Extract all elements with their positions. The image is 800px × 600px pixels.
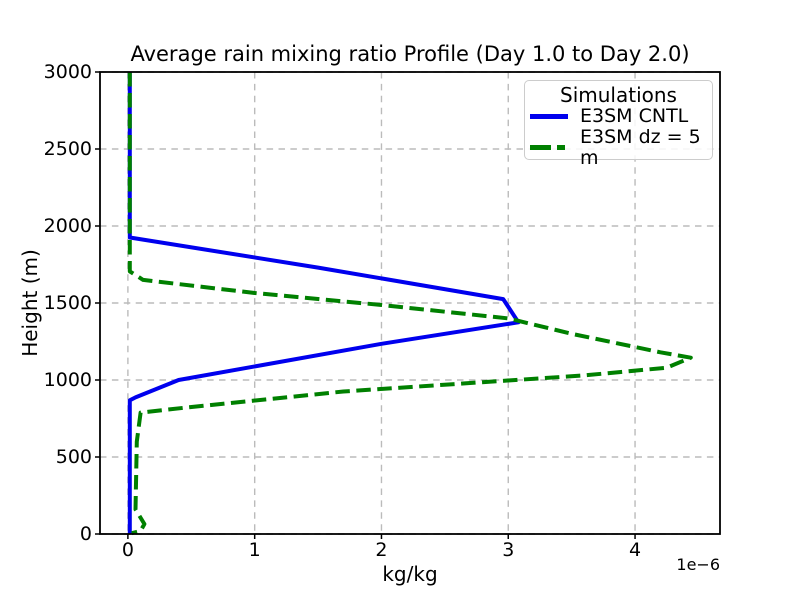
- y-tick-label: 500: [55, 446, 92, 468]
- x-tick-label: 2: [375, 539, 388, 561]
- y-tick-label: 3000: [43, 61, 92, 83]
- x-tick-label: 4: [629, 539, 642, 561]
- legend-item-cntl: E3SM CNTL: [530, 106, 712, 127]
- legend-label-cntl: E3SM CNTL: [580, 105, 689, 127]
- y-tick-label: 1500: [43, 292, 92, 314]
- y-tick-label: 1000: [43, 369, 92, 391]
- y-tick-label: 0: [79, 523, 92, 545]
- legend-label-dz5m: E3SM dz = 5 m: [580, 125, 701, 169]
- x-axis-label: kg/kg: [382, 562, 438, 586]
- x-tick-label: 3: [502, 539, 515, 561]
- x-axis-offset-label: 1e−6: [676, 555, 720, 574]
- y-tick-label: 2500: [43, 138, 92, 160]
- legend-line-dashed-icon: [530, 145, 568, 151]
- legend-line-solid-icon: [530, 113, 568, 119]
- x-tick-label: 0: [121, 539, 134, 561]
- legend-item-dz5m: E3SM dz = 5 m: [530, 125, 712, 169]
- chart-title: Average rain mixing ratio Profile (Day 1…: [130, 42, 690, 66]
- legend-title: Simulations: [560, 83, 677, 107]
- y-tick-label: 2000: [43, 215, 92, 237]
- legend: Simulations E3SM CNTL E3SM dz = 5 m: [524, 80, 713, 168]
- x-tick-label: 1: [248, 539, 261, 561]
